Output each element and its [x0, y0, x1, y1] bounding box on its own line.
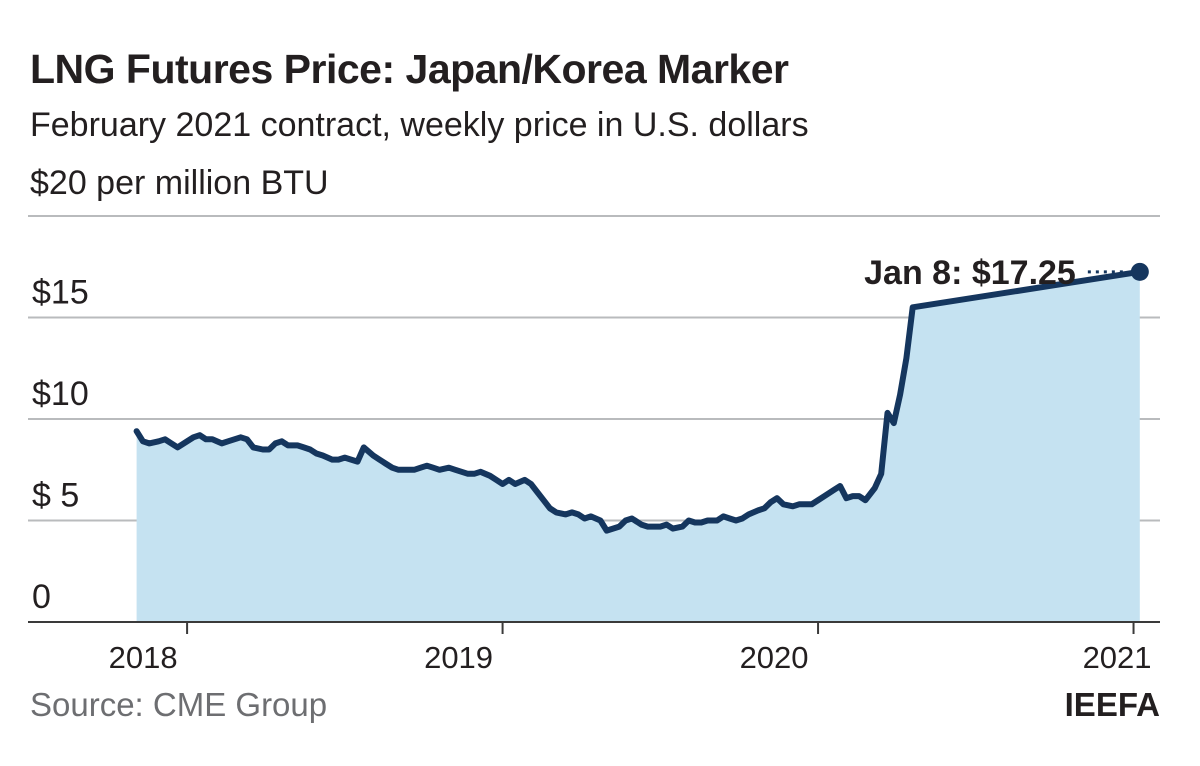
unit-label: $20 per million BTU	[30, 164, 329, 202]
source-note: Source: CME Group	[30, 686, 328, 723]
chart-title: LNG Futures Price: Japan/Korea Marker	[30, 46, 789, 92]
x-tick-label: 2019	[424, 640, 493, 675]
y-axis-ticks: 0 $ 5 $10 $15	[32, 274, 89, 617]
y-tick-label: 0	[32, 578, 51, 616]
brand-logo: IEEFA	[1064, 686, 1160, 723]
x-tick-label: 2021	[1083, 640, 1152, 675]
x-tick-label: 2020	[740, 640, 809, 675]
y-tick-label: $15	[32, 274, 89, 312]
callout-label: Jan 8: $17.25	[864, 254, 1076, 292]
annotation: Jan 8: $17.25	[864, 254, 1149, 292]
chart-subtitle: February 2021 contract, weekly price in …	[30, 106, 809, 144]
y-tick-label: $ 5	[32, 477, 79, 515]
price-area	[136, 271, 1140, 622]
x-tick-label: 2018	[109, 640, 178, 675]
price-line	[133, 268, 1143, 534]
endpoint-marker	[1130, 262, 1149, 281]
y-tick-label: $10	[32, 375, 89, 413]
x-axis: 2018 2019 2020 2021	[28, 621, 1160, 675]
